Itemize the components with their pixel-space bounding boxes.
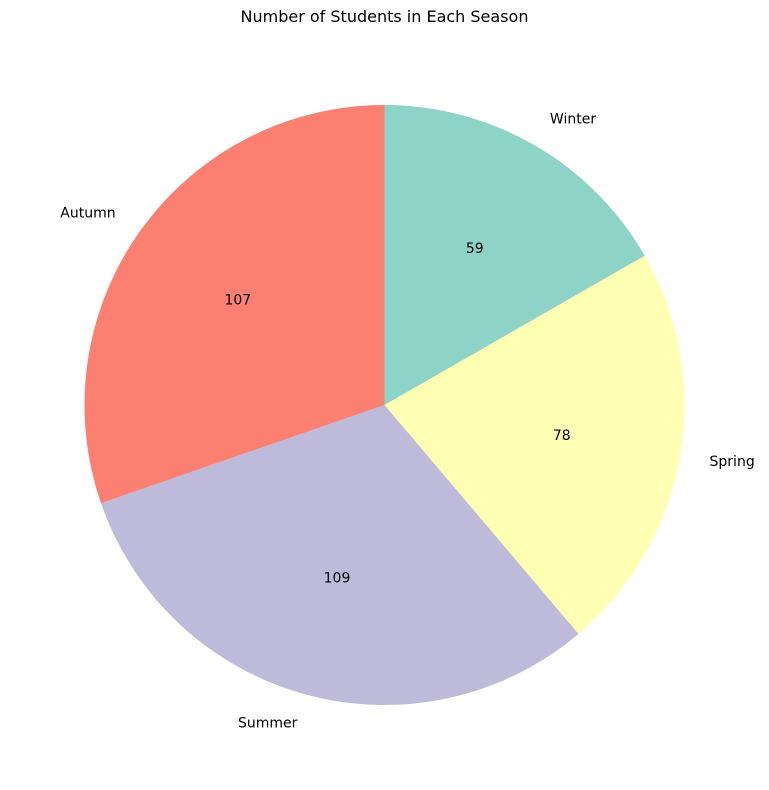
pie-slices: [84, 105, 685, 705]
pie-label-summer: Summer: [238, 715, 298, 731]
pie-slice-summer: [101, 405, 579, 705]
chart-title: Number of Students in Each Season: [241, 7, 529, 26]
pie-value-spring: 78: [553, 428, 571, 444]
pie-label-winter: Winter: [550, 111, 596, 127]
pie-value-autumn: 107: [224, 293, 251, 309]
pie-label-autumn: Autumn: [60, 206, 115, 222]
pie-value-summer: 109: [324, 571, 351, 587]
pie-value-winter: 59: [466, 241, 484, 257]
pie-slice-autumn: [84, 105, 385, 504]
pie-slice-spring: [384, 255, 685, 634]
pie-values: 59 78 109 107: [224, 241, 570, 586]
pie-label-spring: Spring: [710, 454, 755, 470]
pie-slice-winter: [384, 105, 645, 405]
pie-labels: Winter Spring Summer Autumn: [60, 111, 754, 731]
